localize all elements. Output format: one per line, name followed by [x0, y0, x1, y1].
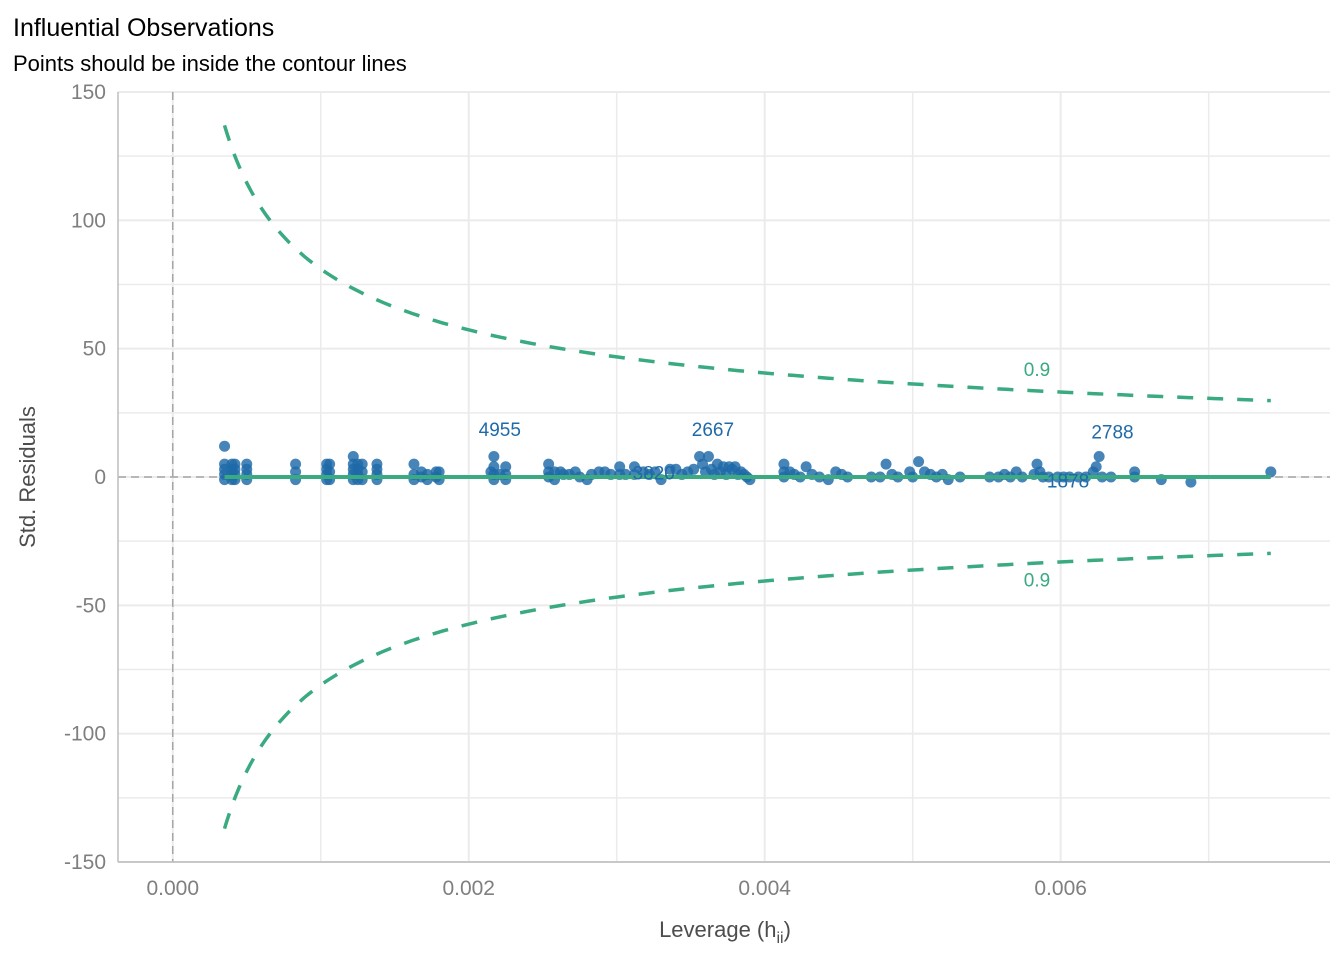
data-point [688, 463, 700, 475]
upper-contour-label: 0.9 [1024, 360, 1050, 381]
data-point [488, 450, 500, 462]
data-point [219, 440, 231, 452]
x-tick-label: 0.004 [738, 877, 791, 900]
chart-subtitle: Points should be inside the contour line… [13, 51, 407, 76]
x-tick-label: 0.000 [146, 877, 199, 900]
point-annotations: 4955 2667 3820 2788 1878 [479, 420, 1134, 492]
data-point [356, 458, 368, 470]
lower-contour-label: 0.9 [1024, 571, 1050, 592]
data-point [356, 466, 368, 478]
y-tick-label: -100 [64, 723, 106, 746]
x-tick-label: 0.002 [442, 877, 495, 900]
data-point [913, 456, 925, 468]
x-tick-labels: 0.000 0.002 0.004 0.006 [146, 877, 1086, 900]
data-point [800, 461, 812, 473]
data-point [290, 458, 302, 470]
y-tick-label: -150 [64, 851, 106, 874]
data-point [408, 458, 420, 470]
data-point [324, 466, 336, 478]
data-point [880, 458, 892, 470]
y-tick-label: -50 [76, 594, 106, 617]
upper-contour-line [222, 124, 1271, 403]
x-tick-label: 0.006 [1034, 877, 1087, 900]
data-points [219, 440, 1277, 488]
data-point [702, 450, 714, 462]
data-point [778, 458, 790, 470]
y-tick-label: 0 [94, 466, 106, 489]
data-point [433, 466, 445, 478]
lower-contour-line [222, 551, 1271, 830]
data-point [1185, 476, 1197, 488]
y-axis-title: Std. Residuals [15, 406, 40, 548]
data-point [1265, 466, 1277, 478]
data-point [543, 458, 555, 470]
point-label: 3820 [633, 464, 675, 485]
data-point [290, 466, 302, 478]
contour-labels: 0.9 0.9 [1024, 360, 1050, 591]
data-point [649, 466, 661, 478]
point-label: 4955 [479, 420, 521, 441]
data-point [485, 466, 497, 478]
data-point [500, 461, 512, 473]
x-axis-title: Leverage (hii) [659, 917, 791, 947]
data-point [614, 461, 626, 473]
chart-title: Influential Observations [13, 14, 274, 42]
data-point [628, 461, 640, 473]
data-point [1090, 461, 1102, 473]
point-label: 2667 [692, 420, 734, 441]
point-label: 2788 [1091, 423, 1133, 444]
axes [117, 92, 1330, 863]
point-label: 1878 [1047, 471, 1089, 492]
y-tick-label: 150 [71, 81, 106, 104]
y-tick-labels: 150 100 50 0 -50 -100 -150 [64, 81, 106, 874]
contour-lines [222, 124, 1271, 830]
data-point [1093, 450, 1105, 462]
data-point [324, 458, 336, 470]
y-tick-label: 100 [71, 209, 106, 232]
y-tick-label: 50 [83, 338, 106, 361]
